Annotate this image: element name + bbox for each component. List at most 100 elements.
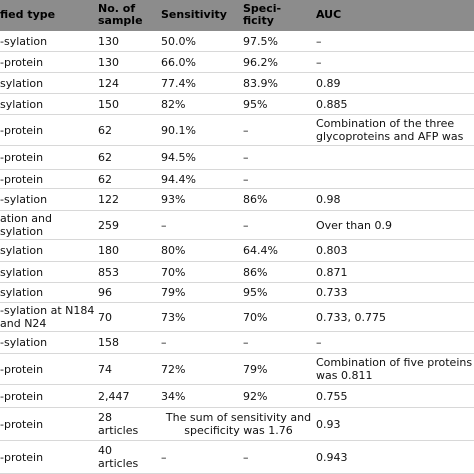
- cell-specificity: 95%: [243, 286, 268, 299]
- table-row: -protein 130 66.0% 96.2% –: [0, 52, 474, 73]
- cell-specificity: 86%: [243, 265, 268, 279]
- cell-specificity: 96.2%: [243, 55, 278, 69]
- cell-specificity: 83.9%: [243, 76, 278, 90]
- cell-specificity: 86%: [243, 193, 268, 206]
- header-auc: AUC: [316, 8, 342, 21]
- cell-auc: Combination of the three glycoproteins a…: [316, 117, 464, 143]
- cell-type: -sylation at N184 and N24: [0, 304, 95, 330]
- header-samples: No. of sample: [98, 2, 143, 27]
- cell-sensitivity: 70%: [161, 265, 186, 279]
- cell-type: sylation: [0, 97, 44, 111]
- cell-auc: 0.943: [316, 450, 348, 464]
- cell-sensitivity: 93%: [161, 193, 186, 206]
- cell-sensitivity: 80%: [161, 244, 186, 257]
- cell-type: -protein: [0, 389, 44, 403]
- cell-type: sylation: [0, 244, 44, 257]
- cell-sensitivity: 82%: [161, 97, 186, 111]
- cell-samples: 62: [98, 123, 112, 137]
- cell-type: -protein: [0, 123, 44, 137]
- cell-auc: 0.93: [316, 417, 341, 431]
- cell-auc: 0.885: [316, 97, 348, 111]
- cell-auc: 0.755: [316, 389, 348, 403]
- cell-type: sylation: [0, 76, 44, 90]
- table-row: -protein 40 articles – – 0.943: [0, 441, 474, 474]
- table-row: -protein 2,447 34% 92% 0.755: [0, 385, 474, 408]
- cell-sensitivity: –: [161, 450, 167, 464]
- cell-type: sylation: [0, 265, 44, 279]
- cell-type: ation and sylation: [0, 212, 53, 238]
- cell-specificity: 79%: [243, 362, 268, 376]
- cell-sensitivity: 94.5%: [161, 151, 196, 164]
- cell-specificity: 64.4%: [243, 244, 278, 257]
- cell-samples: 259: [98, 218, 119, 232]
- cell-sensitivity: 77.4%: [161, 76, 196, 90]
- cell-samples: 180: [98, 244, 119, 257]
- cell-samples: 62: [98, 172, 112, 186]
- table-row: sylation 150 82% 95% 0.885: [0, 94, 474, 115]
- cell-type: -protein: [0, 151, 44, 164]
- cell-samples: 122: [98, 193, 119, 206]
- cell-type: -protein: [0, 172, 44, 186]
- cell-sensitivity: 73%: [161, 310, 186, 324]
- cell-samples: 28 articles: [98, 411, 139, 437]
- cell-auc: 0.733, 0.775: [316, 310, 386, 324]
- table-row: -sylation 130 50.0% 97.5% –: [0, 31, 474, 52]
- cell-sensitivity: 50.0%: [161, 34, 196, 48]
- cell-specificity: 97.5%: [243, 34, 278, 48]
- cell-auc: Over than 0.9: [316, 218, 392, 232]
- cell-samples: 130: [98, 55, 119, 69]
- table-row: -protein 74 72% 79% Combination of five prot…: [0, 354, 474, 385]
- cell-type: -protein: [0, 417, 44, 431]
- cell-auc: 0.98: [316, 193, 341, 206]
- cell-samples: 150: [98, 97, 119, 111]
- cell-samples: 158: [98, 336, 119, 349]
- table-row: sylation 96 79% 95% 0.733: [0, 283, 474, 303]
- header-type: fied type: [0, 8, 56, 21]
- cell-samples: 70: [98, 310, 112, 324]
- cell-samples: 40 articles: [98, 444, 139, 470]
- cell-specificity: 92%: [243, 389, 268, 403]
- table-row: -sylation 158 – – –: [0, 332, 474, 354]
- cell-auc: –: [316, 34, 322, 48]
- cell-specificity: –: [243, 172, 249, 186]
- header-sensitivity: Sensitivity: [161, 8, 227, 21]
- cell-auc: 0.89: [316, 76, 341, 90]
- cell-samples: 96: [98, 286, 112, 299]
- table-row: -protein 62 90.1% – Combination of the three…: [0, 115, 474, 146]
- cell-sensitivity: 90.1%: [161, 123, 196, 137]
- cell-auc: 0.871: [316, 265, 348, 279]
- cell-samples: 74: [98, 362, 112, 376]
- cell-sensitivity: –: [161, 336, 167, 349]
- cell-sensitivity: 34%: [161, 389, 186, 403]
- table-row: -sylation at N184 and N24 70 73% 70% 0.733, …: [0, 303, 474, 332]
- cell-samples: 124: [98, 76, 119, 90]
- cell-auc: –: [316, 55, 322, 69]
- cell-sensitivity: –: [161, 218, 167, 232]
- cell-samples: 2,447: [98, 389, 130, 403]
- cell-type: -sylation: [0, 336, 48, 349]
- cell-auc: 0.803: [316, 244, 348, 257]
- cell-specificity: –: [243, 151, 249, 164]
- cell-sensitivity: 94.4%: [161, 172, 196, 186]
- cell-sensitivity: 72%: [161, 362, 186, 376]
- cell-type: -protein: [0, 450, 44, 464]
- cell-auc: –: [316, 336, 322, 349]
- cell-specificity: –: [243, 450, 249, 464]
- cell-type: -sylation: [0, 193, 48, 206]
- cell-auc: Combination of five proteins was 0.811: [316, 356, 473, 382]
- table-row: sylation 853 70% 86% 0.871: [0, 262, 474, 283]
- cell-sensitivity: 66.0%: [161, 55, 196, 69]
- cell-specificity: 95%: [243, 97, 268, 111]
- cell-type: sylation: [0, 286, 44, 299]
- cell-specificity: –: [243, 336, 249, 349]
- cell-type: -protein: [0, 55, 44, 69]
- cell-sensitivity-specificity: The sum of sensitivity and specificity w…: [165, 411, 312, 437]
- table-header: fied type No. of sample Sensitivity Spec…: [0, 0, 474, 31]
- table-row: -protein 62 94.5% –: [0, 146, 474, 170]
- cell-samples: 130: [98, 34, 119, 48]
- cell-type: -sylation: [0, 34, 48, 48]
- table-row: sylation 180 80% 64.4% 0.803: [0, 240, 474, 262]
- cell-specificity: –: [243, 123, 249, 137]
- table-row: -protein 62 94.4% –: [0, 170, 474, 189]
- table-row: sylation 124 77.4% 83.9% 0.89: [0, 73, 474, 94]
